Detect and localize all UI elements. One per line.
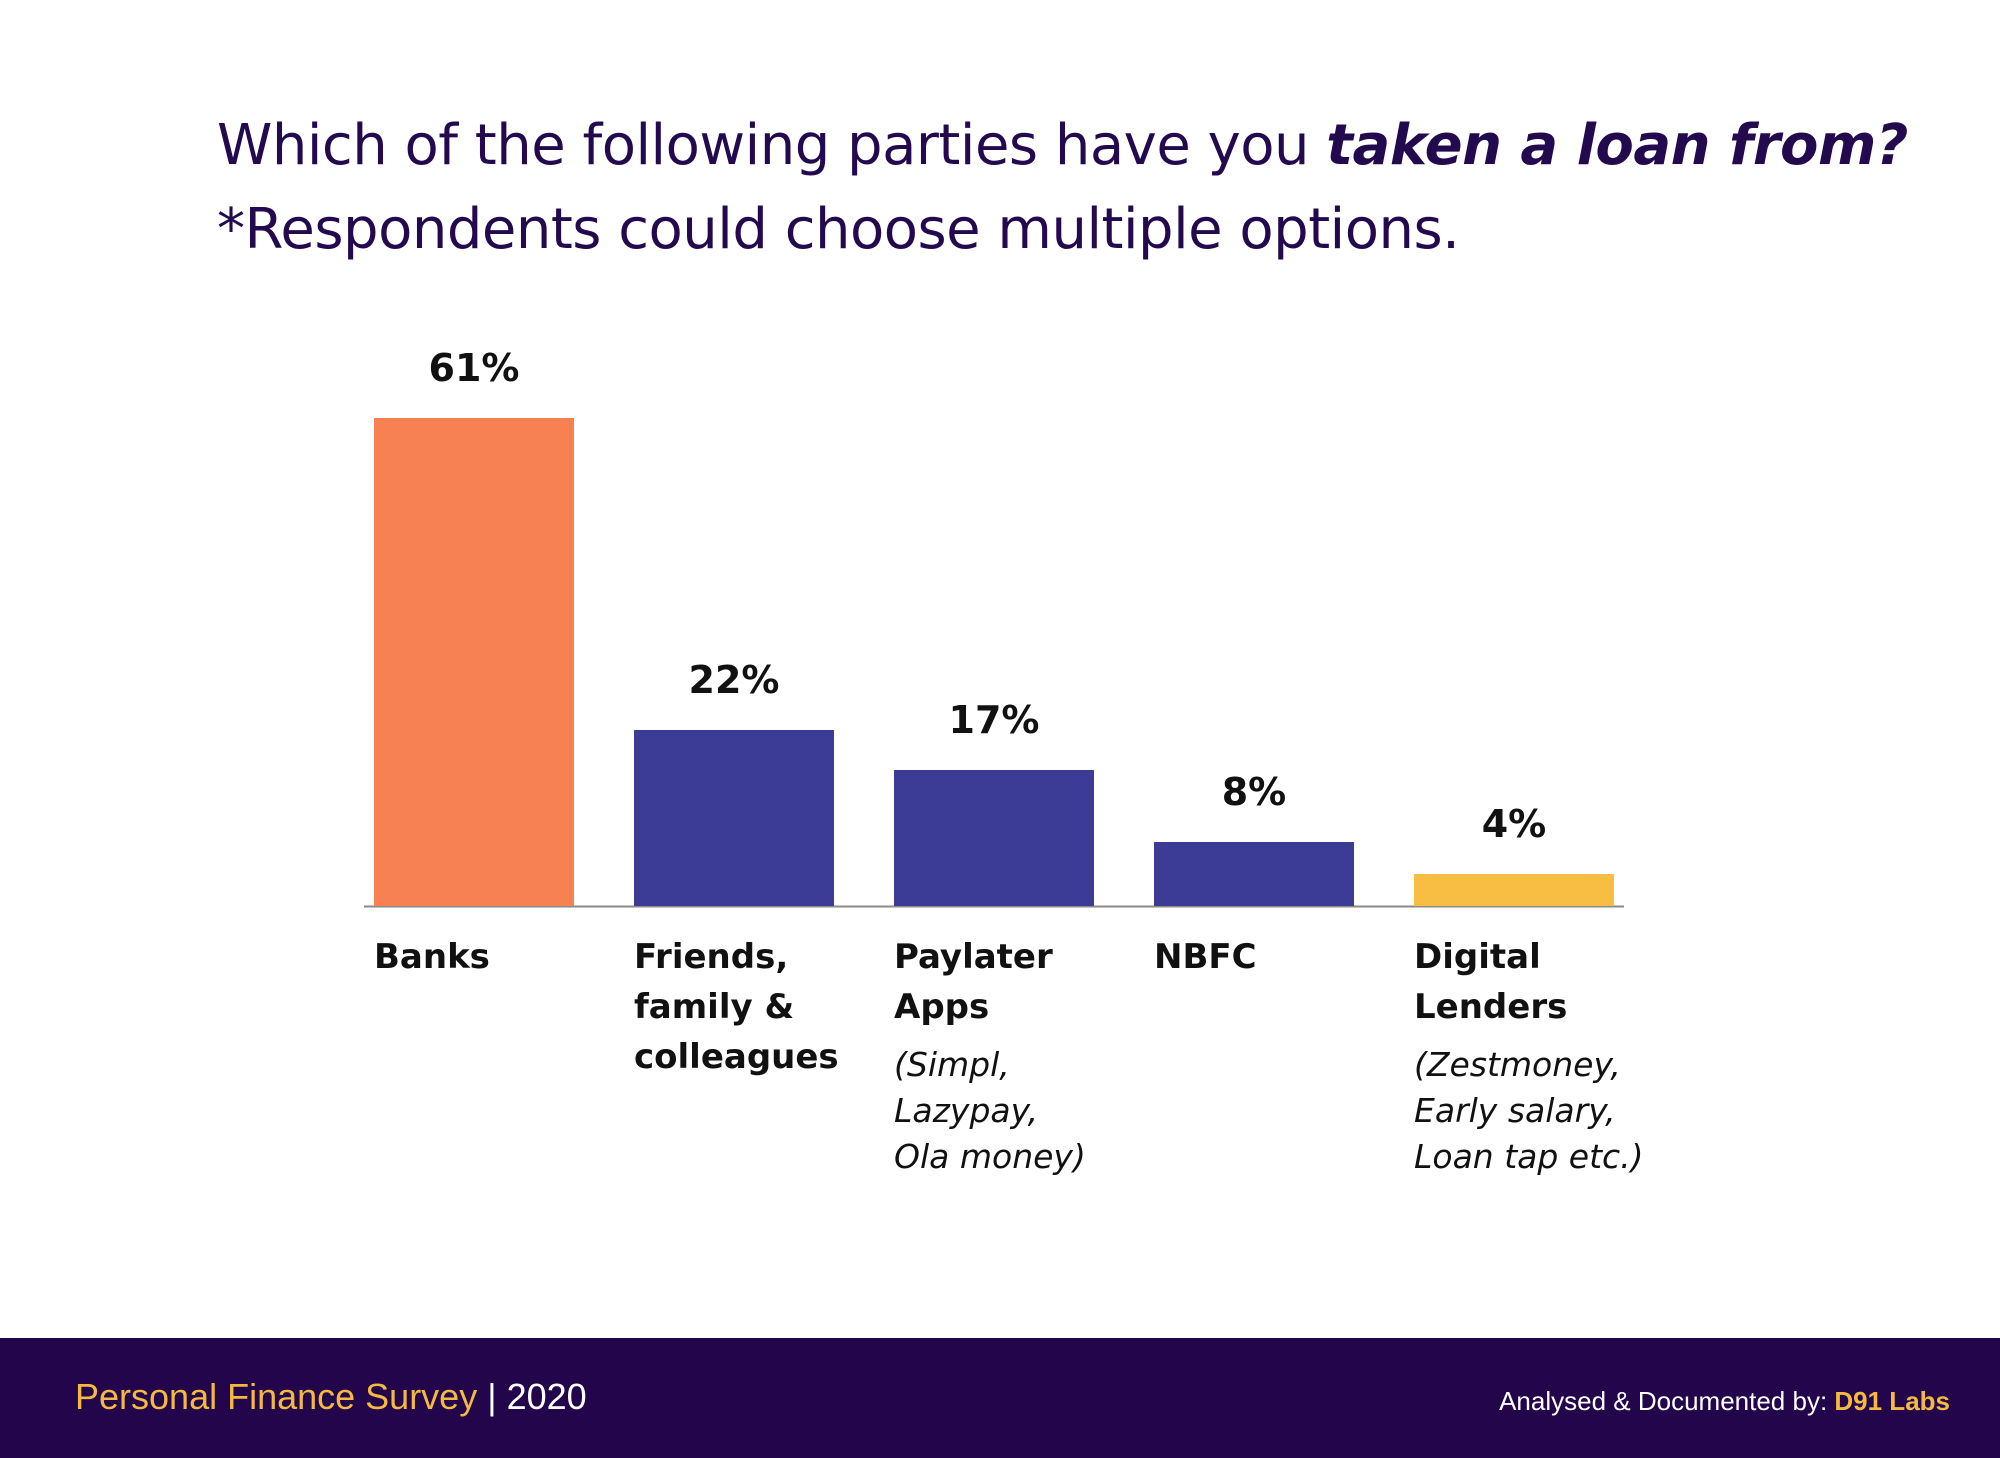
bar-3 (1154, 842, 1354, 906)
chart-title: Which of the following parties have you … (217, 104, 1908, 272)
category-label-3: NBFC (1154, 932, 1414, 982)
survey-year: 2020 (506, 1376, 587, 1417)
category-label-line: NBFC (1154, 937, 1257, 977)
category-label-4: Digital Lenders (Zestmoney, Early salary, Lo… (1414, 932, 1674, 1180)
category-note-line: Lazypay, (894, 1091, 1039, 1130)
category-label-line: colleagues (634, 1037, 839, 1077)
category-label-0: Banks (374, 932, 634, 982)
question-note: *Respondents could choose multiple optio… (217, 197, 1460, 262)
category-label-1: Friends, family & colleagues (634, 932, 894, 1082)
credit: Analysed & Documented by: D91 Labs (1499, 1386, 1950, 1417)
category-note: (Zestmoney, Early salary, Loan tap etc.) (1414, 1042, 1674, 1180)
survey-name: Personal Finance Survey (75, 1376, 478, 1417)
survey-title: Personal Finance Survey | 2020 (75, 1376, 587, 1418)
data-label-1: 22% (689, 658, 780, 702)
question-prefix: Which of the following parties have you (217, 113, 1327, 178)
bar-2 (894, 770, 1094, 906)
category-label-line: family & (634, 987, 795, 1027)
bar-1 (634, 730, 834, 906)
category-label-line: Digital (1414, 937, 1541, 977)
category-label-line: Banks (374, 937, 490, 977)
footer-bar: Personal Finance Survey | 2020 Analysed … (0, 1338, 2000, 1458)
category-label-line: Lenders (1414, 987, 1568, 1027)
question-emphasis: taken a loan from? (1326, 113, 1908, 178)
category-label-line: Apps (894, 987, 990, 1027)
data-label-2: 17% (949, 698, 1040, 742)
credit-brand: D91 Labs (1834, 1386, 1950, 1416)
bar-chart: 61% 22% 17% 8% 4% (364, 346, 1624, 908)
category-label-line: Friends, (634, 937, 789, 977)
category-note-line: (Zestmoney, (1414, 1045, 1621, 1084)
category-note: (Simpl, Lazypay, Ola money) (894, 1042, 1154, 1180)
category-note-line: Loan tap etc.) (1414, 1137, 1644, 1176)
bar-0 (374, 418, 574, 906)
credit-prefix: Analysed & Documented by: (1499, 1386, 1835, 1416)
bar-4 (1414, 874, 1614, 906)
data-label-0: 61% (429, 346, 520, 390)
category-label-2: Paylater Apps (Simpl, Lazypay, Ola money) (894, 932, 1154, 1180)
data-label-3: 8% (1222, 770, 1287, 814)
category-note-line: (Simpl, (894, 1045, 1010, 1084)
category-label-line: Paylater (894, 937, 1053, 977)
category-note-line: Ola money) (894, 1137, 1086, 1176)
category-note-line: Early salary, (1414, 1091, 1616, 1130)
survey-separator: | (487, 1376, 497, 1417)
data-label-4: 4% (1482, 802, 1547, 846)
question-line: Which of the following parties have you … (217, 104, 1908, 188)
